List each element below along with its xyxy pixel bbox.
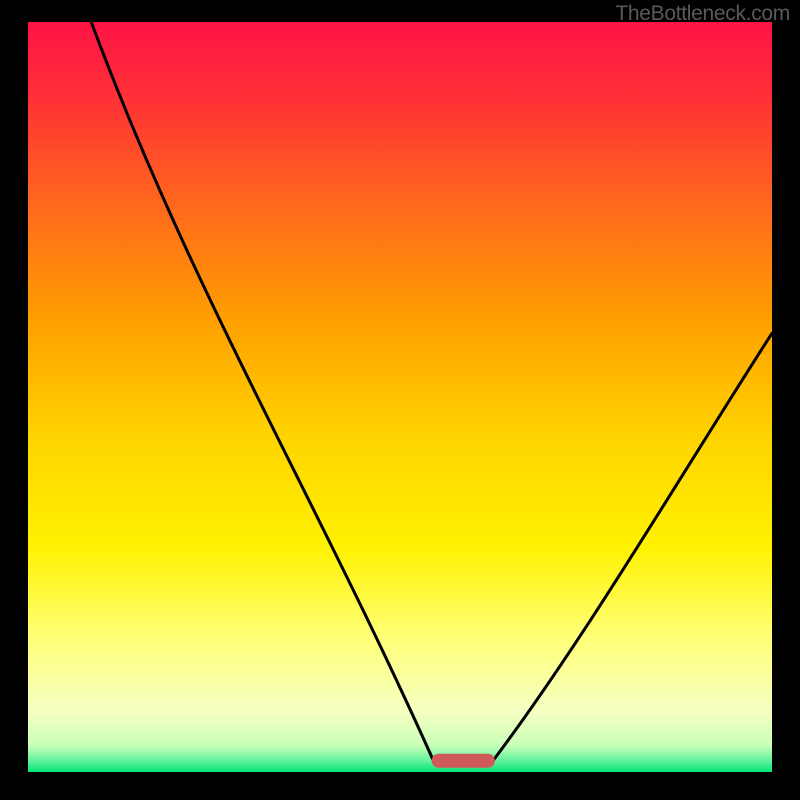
watermark-text: TheBottleneck.com [615, 2, 790, 26]
plot-area [28, 22, 772, 772]
optimal-marker [432, 754, 495, 768]
chart-frame: TheBottleneck.com [0, 0, 800, 800]
gradient-background [28, 22, 772, 772]
